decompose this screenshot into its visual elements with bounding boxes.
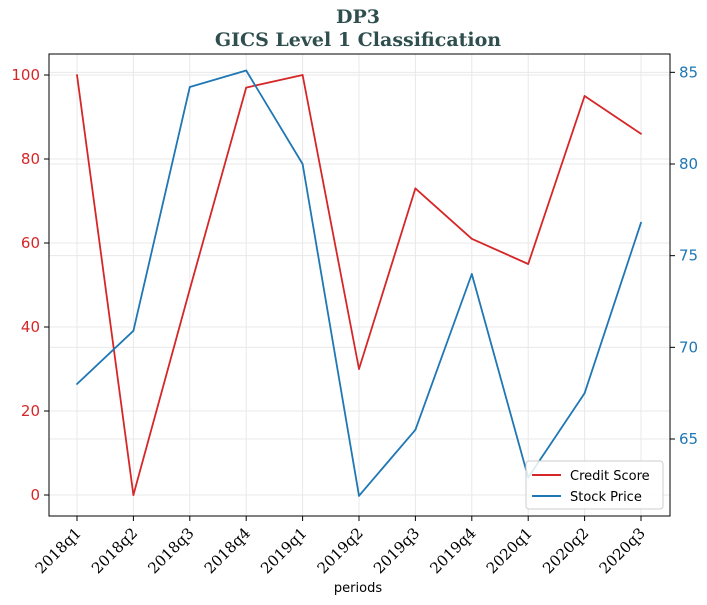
- right-tick-label: 70: [679, 338, 698, 356]
- data-point-stock-price: [76, 383, 78, 385]
- left-tick-label: 20: [21, 402, 40, 420]
- left-tick-label: 100: [11, 66, 40, 84]
- data-point-credit-score: [358, 368, 360, 370]
- chart-title: DP3: [336, 6, 380, 28]
- left-tick-label: 40: [21, 318, 40, 336]
- right-tick-label: 75: [679, 247, 698, 265]
- data-point-stock-price: [414, 428, 417, 431]
- data-point-credit-score: [640, 132, 642, 135]
- x-tick-label: 2019q2: [314, 524, 367, 577]
- data-point-stock-price: [640, 221, 642, 224]
- legend-label-stock-price: Stock Price: [570, 490, 642, 505]
- chart-subtitle: GICS Level 1 Classification: [215, 29, 501, 51]
- x-tick-label: 2020q2: [539, 524, 592, 577]
- x-axis-ticks: 2018q1 2018q2 2018q3 2018q4 2019q1 2019q2 2019…: [32, 516, 649, 577]
- right-tick-label: 85: [679, 63, 698, 81]
- right-tick-label: 65: [679, 430, 698, 448]
- data-point-credit-score: [76, 74, 78, 76]
- data-point-stock-price: [470, 273, 473, 275]
- data-point-credit-score: [583, 95, 586, 97]
- x-axis-label: periods: [334, 581, 382, 596]
- x-tick-label: 2019q1: [257, 524, 310, 577]
- legend: Credit Score Stock Price: [525, 460, 664, 510]
- left-tick-label: 80: [21, 150, 40, 168]
- data-point-stock-price: [188, 86, 191, 88]
- x-tick-label: 2018q1: [32, 524, 85, 577]
- x-tick-label: 2020q3: [596, 524, 649, 577]
- x-tick-label: 2018q2: [88, 524, 141, 577]
- x-tick-label: 2019q3: [370, 524, 423, 577]
- data-point-credit-score: [414, 187, 417, 190]
- data-point-stock-price: [358, 494, 360, 497]
- data-point-credit-score: [188, 288, 191, 291]
- data-point-credit-score: [301, 74, 304, 76]
- left-axis-ticks: 0 20 40 60 80 100: [11, 66, 49, 504]
- x-tick-label: 2018q3: [144, 524, 197, 577]
- data-point-stock-price: [245, 69, 248, 72]
- grid: [49, 54, 670, 516]
- x-tick-label: 2020q1: [483, 524, 536, 577]
- left-tick-label: 60: [21, 234, 40, 252]
- left-tick-label: 0: [30, 486, 40, 504]
- legend-label-credit-score: Credit Score: [570, 469, 650, 484]
- data-point-credit-score: [132, 494, 135, 496]
- right-tick-label: 80: [679, 155, 698, 173]
- data-point-stock-price: [301, 163, 304, 165]
- data-point-credit-score: [245, 86, 248, 89]
- x-tick-label: 2018q4: [201, 524, 254, 577]
- data-point-credit-score: [527, 263, 530, 265]
- x-tick-label: 2019q4: [426, 524, 479, 577]
- data-point-stock-price: [583, 392, 586, 395]
- right-axis-ticks: 65 70 75 80 85: [670, 63, 698, 448]
- data-point-credit-score: [470, 237, 473, 240]
- series-layer: [76, 69, 642, 497]
- data-point-stock-price: [132, 329, 135, 332]
